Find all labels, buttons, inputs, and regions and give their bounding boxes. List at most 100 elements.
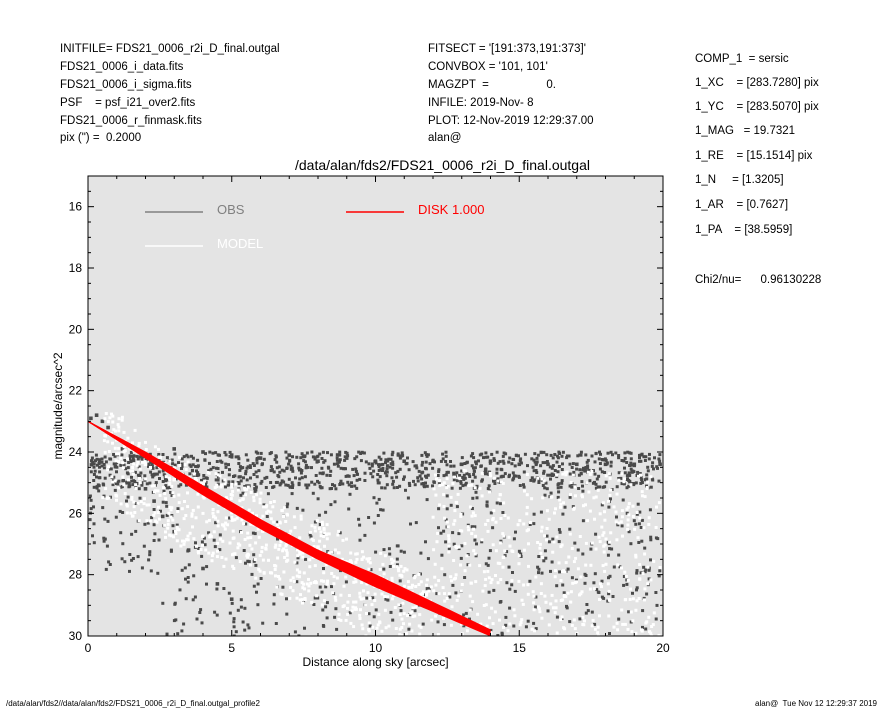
model-point <box>252 499 256 503</box>
model-point <box>631 504 635 508</box>
obs-point <box>176 507 180 511</box>
disk-line <box>88 420 491 636</box>
model-point <box>562 569 566 573</box>
model-point <box>641 572 645 575</box>
obs-point <box>158 477 161 480</box>
obs-point <box>243 606 247 610</box>
model-point <box>295 574 299 578</box>
obs-point <box>568 484 572 488</box>
obs-point <box>228 450 232 454</box>
model-point <box>194 477 197 480</box>
obs-point <box>579 472 583 476</box>
model-point <box>191 508 195 512</box>
obs-point <box>577 473 581 477</box>
obs-point <box>382 451 386 455</box>
model-point <box>183 500 186 503</box>
model-point <box>654 526 658 529</box>
model-point <box>498 541 502 545</box>
model-point <box>111 480 115 484</box>
obs-point <box>216 478 220 482</box>
obs-point <box>295 561 299 565</box>
obs-point <box>369 568 373 572</box>
model-point <box>482 570 486 574</box>
model-point <box>452 522 456 526</box>
model-point <box>219 485 223 489</box>
obs-point <box>269 451 273 455</box>
obs-point <box>353 484 357 488</box>
obs-point <box>195 617 199 621</box>
model-point <box>484 577 488 581</box>
obs-point <box>385 474 389 478</box>
obs-point <box>294 476 297 480</box>
obs-point <box>321 471 325 475</box>
model-point <box>186 505 190 509</box>
obs-point <box>600 470 604 474</box>
model-point <box>139 500 143 504</box>
model-point <box>168 459 172 463</box>
model-point <box>533 629 536 633</box>
obs-point <box>382 548 386 552</box>
obs-point <box>535 456 539 460</box>
model-point <box>459 514 463 518</box>
model-point <box>537 607 541 611</box>
obs-point <box>421 482 425 485</box>
obs-point <box>229 597 234 601</box>
obs-point <box>346 480 350 484</box>
model-point <box>492 509 496 513</box>
model-point <box>153 511 157 515</box>
model-point <box>222 564 226 568</box>
model-point <box>445 597 449 600</box>
obs-point <box>561 583 565 587</box>
model-point <box>525 512 529 516</box>
obs-point <box>496 477 500 481</box>
model-point <box>360 550 364 554</box>
model-point <box>603 569 607 573</box>
model-point <box>216 541 220 545</box>
obs-point <box>102 539 106 543</box>
model-point <box>486 569 490 573</box>
model-point <box>474 534 478 538</box>
obs-point <box>322 460 326 464</box>
obs-point <box>318 523 322 526</box>
obs-point <box>92 541 96 545</box>
obs-point <box>617 454 621 457</box>
obs-point <box>583 572 587 576</box>
model-point <box>131 441 134 445</box>
obs-point <box>424 474 427 478</box>
obs-point <box>367 612 371 616</box>
obs-point <box>427 587 431 591</box>
model-point <box>365 557 369 561</box>
obs-point <box>324 510 328 514</box>
obs-point <box>507 460 511 464</box>
obs-point <box>106 519 110 523</box>
model-point <box>359 597 363 601</box>
obs-point <box>609 450 613 454</box>
obs-point <box>395 486 399 489</box>
obs-point <box>463 476 467 480</box>
model-point <box>354 606 358 610</box>
obs-point <box>289 464 293 468</box>
model-point <box>401 601 405 605</box>
model-point <box>643 495 647 499</box>
obs-point <box>287 453 291 457</box>
model-point <box>424 645 427 648</box>
obs-point <box>208 450 212 454</box>
model-point <box>543 534 546 538</box>
obs-point <box>318 452 322 456</box>
model-point <box>572 618 576 622</box>
obs-point <box>446 470 450 474</box>
obs-point <box>437 470 441 474</box>
obs-point <box>570 576 574 580</box>
obs-point <box>172 619 176 623</box>
model-point <box>513 614 517 618</box>
model-point <box>354 552 358 556</box>
model-point <box>256 527 260 531</box>
obs-point <box>274 481 278 484</box>
model-point <box>174 529 177 533</box>
model-point <box>540 525 544 529</box>
obs-point <box>658 462 662 467</box>
model-point <box>288 596 292 600</box>
model-point <box>510 579 514 583</box>
obs-point <box>523 452 527 456</box>
model-point <box>121 475 125 479</box>
